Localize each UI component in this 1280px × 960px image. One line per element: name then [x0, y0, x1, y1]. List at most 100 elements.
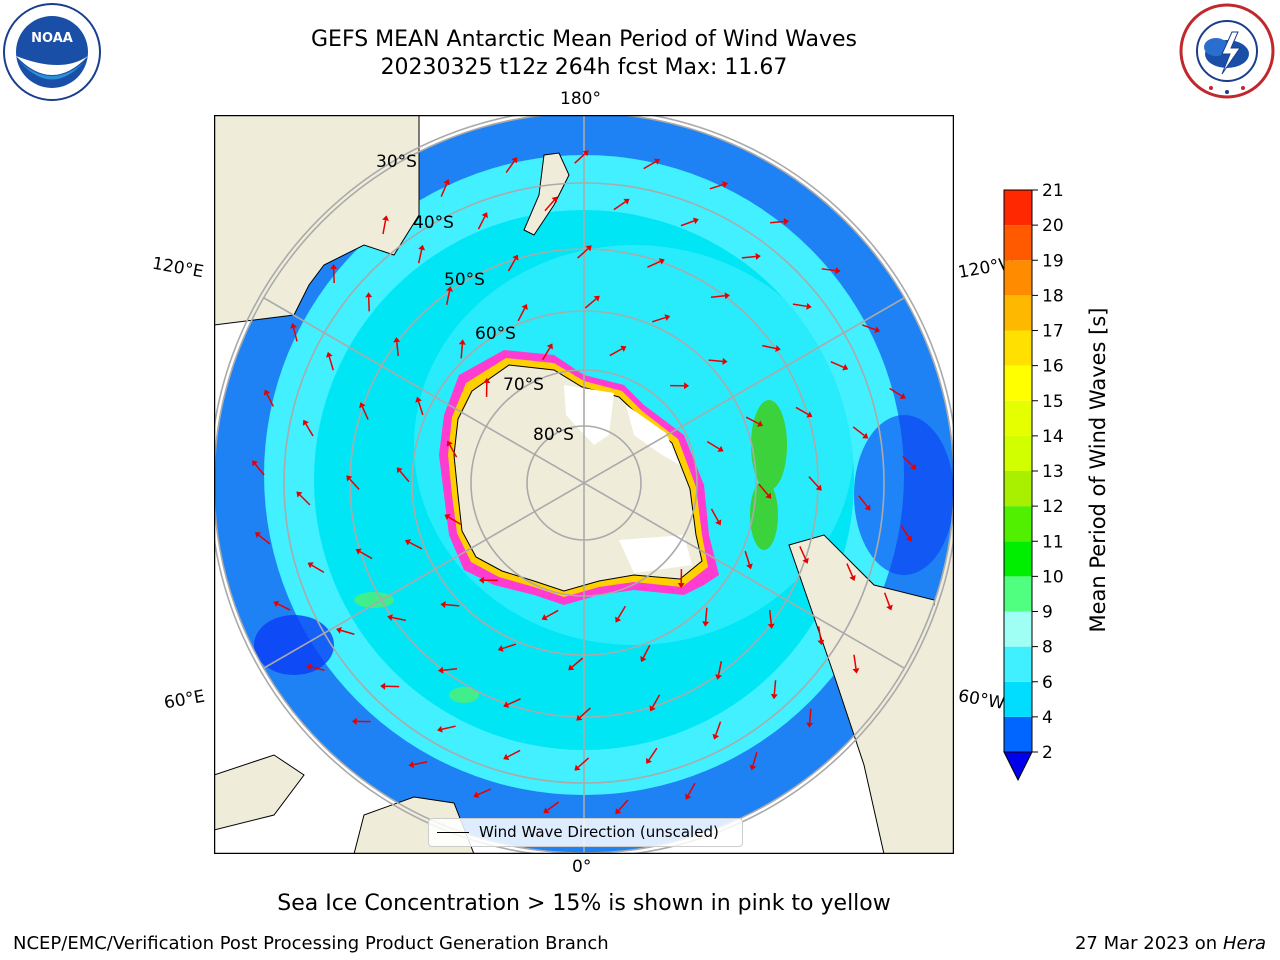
wind-wave-arrow-head	[593, 295, 600, 302]
wind-wave-arrow-head	[437, 725, 443, 733]
wind-wave-arrow	[359, 550, 373, 560]
colorbar-tick-label: 2	[1042, 743, 1053, 763]
colorbar-segment	[1004, 646, 1032, 682]
wind-wave-arrow-head	[692, 217, 699, 225]
wind-wave-arrow	[773, 680, 777, 695]
wind-wave-arrow	[441, 725, 456, 731]
chart-title: GEFS MEAN Antarctic Mean Period of Wind …	[311, 27, 857, 52]
wind-wave-arrow	[445, 603, 460, 607]
wind-wave-arrow	[710, 508, 719, 522]
wind-wave-arrow	[821, 268, 836, 272]
wind-wave-arrow-head	[541, 614, 548, 621]
wind-wave-arrow-head	[365, 292, 373, 298]
wind-wave-arrow-head	[765, 492, 772, 499]
wind-wave-arrow-head	[685, 793, 692, 800]
chart-subtitle: 20230325 t12z 264h fcst Max: 11.67	[380, 55, 788, 80]
lon-label-upper-left: 120°E	[150, 253, 206, 283]
wind-wave-arrow-head	[307, 562, 314, 569]
wind-wave-arrow	[396, 341, 400, 357]
wind-wave-arrow-head	[290, 323, 297, 329]
colorbar-tick-label: 9	[1042, 603, 1053, 623]
wind-wave-arrow	[544, 199, 555, 212]
wind-wave-arrow-head	[749, 764, 757, 771]
colorbar-tick-label: 12	[1042, 497, 1064, 517]
lon-label-lower-left: 60°E	[162, 686, 207, 714]
wind-wave-arrow	[795, 406, 809, 416]
colorbar-tick-label: 17	[1042, 322, 1064, 342]
wind-wave-arrow	[445, 290, 451, 305]
wind-wave-arrow-head	[568, 664, 575, 671]
wind-wave-arrow	[409, 541, 423, 550]
wind-wave-arrow-head	[722, 181, 728, 188]
wind-wave-arrow	[715, 721, 722, 736]
wind-wave-arrow	[752, 752, 758, 766]
wind-wave-arrow-head	[380, 682, 386, 690]
wind-wave-arrow-head	[654, 158, 661, 165]
wind-wave-arrow	[651, 316, 666, 323]
wind-wave-arrow	[328, 356, 334, 371]
africa-land	[214, 754, 305, 831]
wind-wave-arrow	[507, 258, 517, 272]
wind-wave-arrow	[647, 260, 661, 268]
wind-wave-arrow	[799, 546, 807, 560]
wind-wave-arrow-head	[756, 420, 764, 427]
footer-date: 27 Mar 2023 on Hera	[1075, 933, 1266, 954]
wind-wave-arrow	[502, 643, 517, 650]
colorbar-tick-label: 14	[1042, 427, 1064, 447]
polar-map	[214, 115, 954, 854]
wind-wave-arrow-head	[724, 292, 730, 300]
lat-label-50s: 50°S	[444, 270, 485, 290]
wind-wave-arrow-head	[658, 258, 665, 265]
wind-wave-arrow	[391, 616, 406, 622]
colorbar-segment	[1004, 260, 1032, 296]
colorbar-segment	[1004, 365, 1032, 401]
wind-wave-arrow-head	[615, 808, 622, 815]
wind-wave-arrow-head	[546, 343, 553, 350]
colorbar-segment	[1004, 611, 1032, 647]
wind-wave-arrow-head	[755, 252, 761, 260]
wind-wave-arrow	[349, 478, 360, 490]
wind-wave-arrow-head	[346, 475, 353, 482]
wind-wave-arrow-head	[702, 621, 710, 627]
colorbar-tick-label: 10	[1042, 567, 1064, 587]
map-legend: Wind Wave Direction (unscaled)	[428, 818, 743, 847]
wind-wave-arrow-head	[511, 157, 518, 164]
wind-wave-arrow	[382, 220, 387, 235]
wind-wave-arrow	[858, 495, 868, 508]
wind-wave-arrow	[680, 220, 695, 227]
wind-wave-arrow-head	[351, 717, 357, 725]
nws-logo-icon	[1179, 3, 1275, 99]
legend-line-sample	[437, 832, 469, 833]
wind-wave-arrow-head	[438, 666, 444, 674]
wind-wave-arrow-head	[715, 674, 722, 680]
colorbar-tick-label: 18	[1042, 286, 1064, 306]
wind-wave-arrow-head	[806, 722, 814, 728]
wind-wave-arrow	[618, 799, 629, 811]
legend-label: Wind Wave Direction (unscaled)	[479, 823, 719, 841]
wind-wave-arrow-head	[503, 701, 510, 708]
colorbar-tick-label: 16	[1042, 357, 1064, 377]
wind-wave-arrow-head	[355, 548, 362, 555]
wind-wave-arrow-head	[722, 357, 728, 365]
wind-wave-arrow-head	[684, 382, 690, 390]
wind-wave-arrow	[902, 455, 914, 467]
wind-wave-arrow-head	[440, 601, 446, 609]
wind-wave-arrow	[505, 160, 515, 174]
wind-wave-arrow	[258, 534, 271, 545]
wind-wave-arrow	[852, 426, 865, 437]
wind-wave-arrow-head	[483, 377, 491, 383]
wind-wave-arrow	[254, 463, 265, 476]
colorbar-segment	[1004, 330, 1032, 366]
colorbar-tick-label: 8	[1042, 638, 1053, 658]
lat-label-70s: 70°S	[503, 375, 544, 395]
wind-wave-arrow	[613, 201, 626, 211]
wind-wave-arrow	[266, 393, 274, 407]
wind-wave-arrow	[643, 160, 657, 170]
wind-wave-arrow	[808, 476, 819, 488]
wind-wave-arrow	[792, 303, 807, 308]
wind-wave-arrow-head	[767, 623, 775, 629]
wind-wave-arrow-head	[458, 339, 466, 345]
colorbar-segment	[1004, 576, 1032, 612]
wind-wave-arrow	[708, 359, 723, 363]
wind-wave-arrow	[758, 483, 769, 496]
